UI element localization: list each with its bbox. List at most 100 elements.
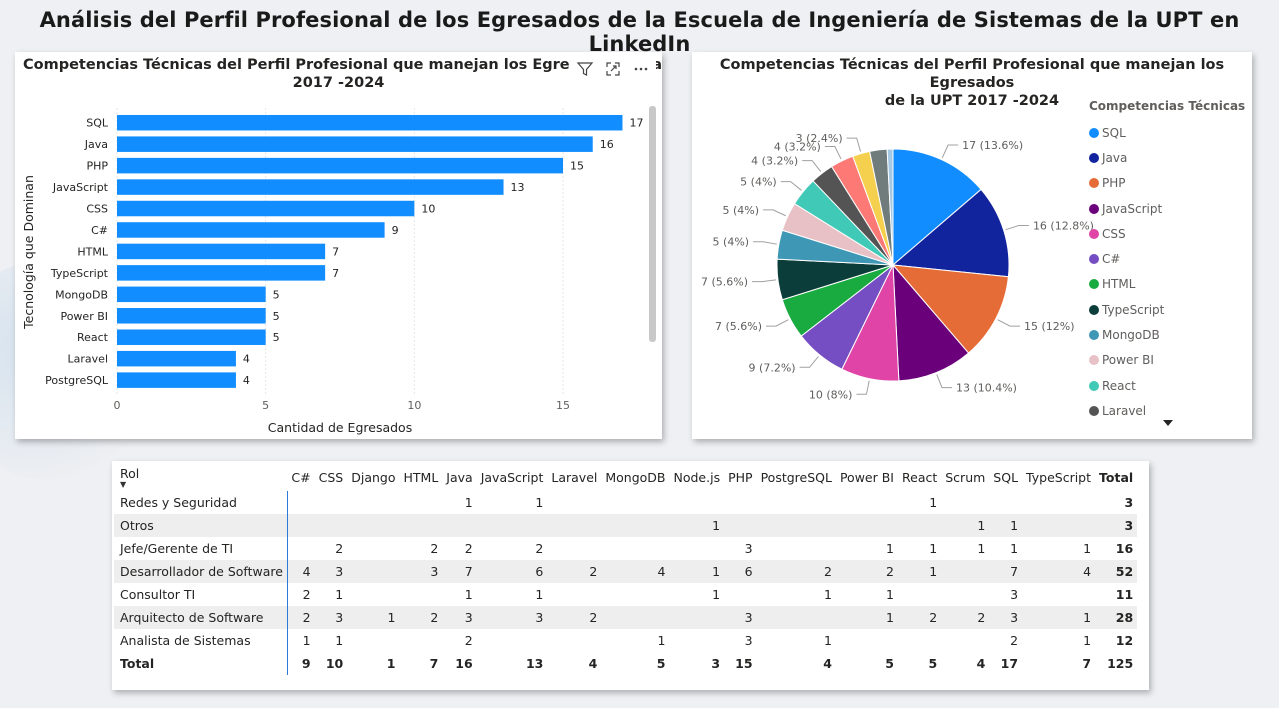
- legend-item[interactable]: MongoDB: [1089, 322, 1164, 347]
- table-cell: 2: [430, 541, 439, 556]
- table-cell: 2: [464, 633, 473, 648]
- table-cell: [400, 491, 443, 514]
- pie-data-label: 4 (3.2%): [751, 155, 798, 168]
- column-header[interactable]: Django: [351, 469, 396, 485]
- table-cell: [547, 537, 601, 560]
- y-tick-label: TypeScript: [50, 267, 109, 280]
- bar-chart-title-line1: Competencias Técnicas del Perfil Profesi…: [23, 57, 662, 73]
- legend-item[interactable]: TypeScript: [1089, 297, 1164, 322]
- row-label[interactable]: Redes y Seguridad: [114, 491, 288, 514]
- column-header[interactable]: Laravel: [551, 469, 598, 485]
- table-cell: 4: [976, 656, 986, 671]
- y-tick-label: Power BI: [60, 310, 108, 323]
- table-cell: [347, 629, 399, 652]
- bar-chart-visual[interactable]: Competencias Técnicas del Perfil Profesi…: [15, 52, 662, 439]
- pie-data-label: 15 (12%): [1024, 320, 1075, 333]
- legend-item[interactable]: C#: [1089, 246, 1164, 271]
- more-options-icon[interactable]: [630, 58, 652, 80]
- table-cell: [547, 583, 601, 606]
- column-header[interactable]: C#: [291, 469, 311, 485]
- column-header[interactable]: PostgreSQL: [760, 469, 832, 485]
- table-cell: 1: [989, 514, 1023, 537]
- leader-line: [753, 241, 777, 245]
- table-cell: 7: [1082, 656, 1092, 671]
- filter-icon[interactable]: [574, 58, 596, 80]
- pie-chart-visual[interactable]: Competencias Técnicas del Perfil Profesi…: [692, 52, 1252, 439]
- row-label[interactable]: Jefe/Gerente de TI: [114, 537, 288, 560]
- table-cell: 3: [399, 560, 443, 583]
- column-header[interactable]: Scrum: [945, 469, 986, 485]
- column-header[interactable]: TypeScript: [1026, 469, 1092, 485]
- table-cell: [347, 583, 399, 606]
- table-cell: [547, 514, 602, 537]
- page-title: Análisis del Perfil Profesional de los E…: [39, 8, 1240, 56]
- legend-label: Java: [1102, 150, 1128, 165]
- legend-item[interactable]: HTML: [1089, 272, 1164, 297]
- table-cell: 4: [588, 656, 598, 671]
- column-header[interactable]: Power BI: [839, 469, 894, 485]
- row-label[interactable]: Total: [114, 652, 288, 675]
- column-header[interactable]: Total: [1099, 469, 1134, 485]
- table-cell: [347, 560, 400, 583]
- legend-item[interactable]: Laravel: [1089, 398, 1164, 423]
- visual-header-icons: [570, 56, 656, 82]
- column-header[interactable]: MongoDB: [605, 469, 666, 485]
- column-header[interactable]: HTML: [403, 469, 439, 485]
- table-cell: 3: [711, 656, 721, 671]
- focus-mode-icon[interactable]: [602, 58, 624, 80]
- column-header[interactable]: React: [902, 469, 938, 485]
- vertical-scrollbar: [649, 106, 656, 342]
- table-cell: [347, 491, 399, 514]
- legend-item[interactable]: JavaScript: [1089, 196, 1164, 221]
- table-row: Consultor TI 2 1 1 1 1 1 1 3 11: [114, 583, 1137, 606]
- legend-marker: [1089, 330, 1099, 341]
- table-cell: [989, 491, 1022, 514]
- column-header[interactable]: Node.js: [673, 469, 721, 485]
- y-tick-label: PostgreSQL: [45, 374, 109, 387]
- bar-chart-title-line2: 2017 -2024: [292, 75, 385, 91]
- y-tick-label: JavaScript: [52, 181, 109, 194]
- table-cell: 2: [756, 560, 836, 583]
- legend-marker: [1089, 304, 1099, 315]
- leader-line: [752, 279, 777, 283]
- table-cell: 10: [325, 656, 344, 671]
- table-cell: 2: [547, 560, 602, 583]
- table-cell: [547, 629, 601, 652]
- legend-item[interactable]: Java: [1089, 145, 1164, 170]
- row-header[interactable]: Rol ▼: [114, 463, 287, 491]
- x-axis-title: Cantidad de Egresados: [268, 420, 412, 435]
- table-cell: 1: [464, 495, 473, 510]
- row-label[interactable]: Analista de Sistemas: [114, 629, 288, 652]
- leader-line: [763, 209, 786, 217]
- legend-item[interactable]: React: [1089, 373, 1164, 398]
- table-cell: [724, 514, 757, 537]
- column-header[interactable]: JavaScript: [480, 469, 544, 485]
- legend-item[interactable]: Power BI: [1089, 348, 1164, 373]
- table-cell: [400, 583, 443, 606]
- matrix-table-visual[interactable]: Rol ▼ C# CSS Django HTML Java JavaScript Laravel…: [112, 461, 1149, 690]
- sort-descending-icon[interactable]: ▼: [120, 479, 127, 489]
- table-cell: 1: [886, 587, 894, 602]
- legend-item[interactable]: PHP: [1089, 171, 1164, 196]
- column-header[interactable]: SQL: [993, 469, 1019, 485]
- table-cell: 17: [1000, 656, 1019, 671]
- table-cell: 1: [1083, 541, 1092, 556]
- bar-chart-title: Competencias Técnicas del Perfil Profesi…: [15, 56, 662, 92]
- column-header[interactable]: CSS: [318, 469, 344, 485]
- triangle-down-icon[interactable]: [1163, 420, 1173, 426]
- legend-label: HTML: [1102, 277, 1136, 292]
- table-cell: 1: [835, 606, 898, 629]
- row-label[interactable]: Desarrollador de Software: [114, 560, 288, 583]
- row-label[interactable]: Arquitecto de Software: [114, 606, 288, 629]
- legend-item[interactable]: SQL: [1089, 120, 1164, 145]
- leader-line: [1005, 224, 1029, 231]
- legend-item[interactable]: CSS: [1089, 221, 1164, 246]
- table-cell: 3: [744, 541, 753, 556]
- table-cell: 4: [287, 560, 315, 583]
- row-label[interactable]: Consultor TI: [114, 583, 288, 606]
- table-cell: 1: [347, 606, 400, 629]
- row-label[interactable]: Otros: [114, 514, 288, 537]
- column-header[interactable]: Java: [446, 469, 473, 485]
- x-tick-label: 5: [262, 399, 269, 412]
- column-header[interactable]: PHP: [728, 469, 753, 485]
